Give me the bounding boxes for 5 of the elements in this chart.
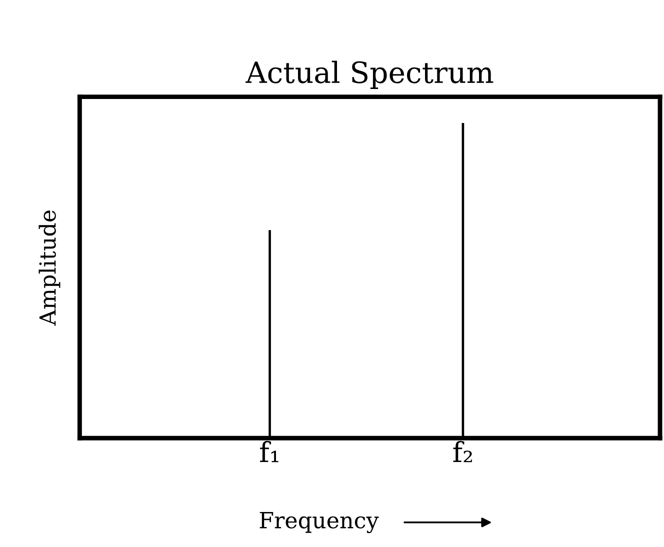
y-axis-title: Amplitude xyxy=(38,210,60,326)
chart-title: Actual Spectrum xyxy=(246,60,494,89)
x-tick-label: f₂ xyxy=(453,440,472,462)
x-axis-title: Frequency xyxy=(260,512,379,534)
x-tick-label: f₁ xyxy=(260,440,278,462)
